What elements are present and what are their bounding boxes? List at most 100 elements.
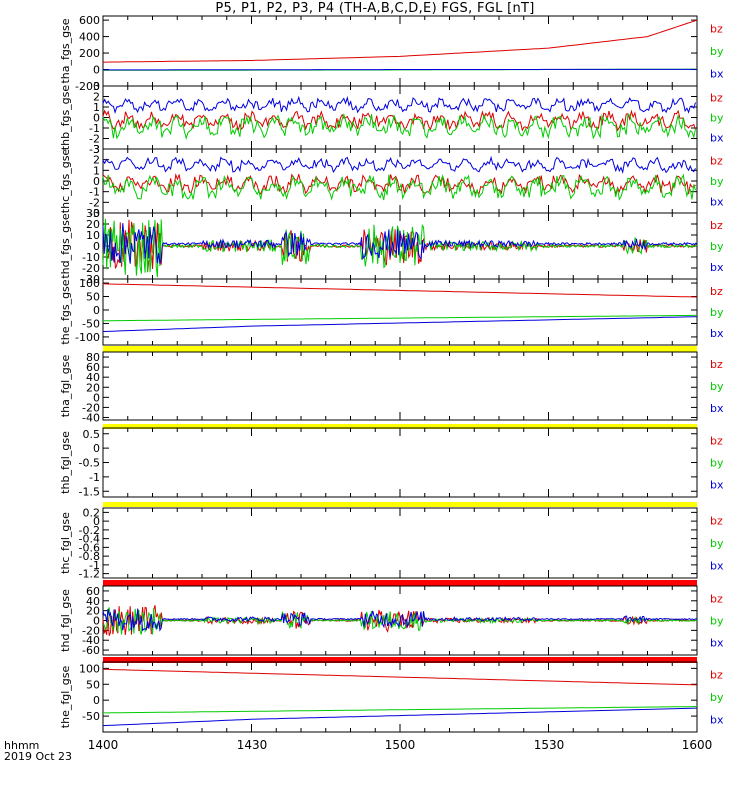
y-tick-label: -50 [82,317,100,330]
y-tick-label: 60 [86,361,100,374]
data-quality-flag-bar [103,424,697,429]
plot-title: P5, P1, P2, P3, P4 (TH-A,B,C,D,E) FGS, F… [215,1,535,16]
y-tick-label: -1.2 [79,568,100,581]
y-tick-label: 0 [93,304,100,317]
y-tick-label: -10 [82,251,100,264]
series-line-bx [102,707,698,727]
y-tick-label: 40 [86,371,100,384]
legend-label-by: by [710,240,724,253]
x-tick-label: 1500 [384,738,416,752]
panel-frame [102,351,698,421]
legend-label-bz: bz [710,515,723,528]
y-tick-label: -3 [89,207,100,220]
legend-label-by: by [710,45,724,58]
y-tick-label: 50 [86,291,100,304]
y-tick-label: -1.5 [79,485,100,498]
series-line-bx [102,608,698,632]
legend-label-bx: bx [710,327,724,340]
legend-label-bz: bz [710,285,723,298]
y-tick-label: -2 [89,196,100,209]
series-line-bx [103,68,697,71]
y-tick-label: 10 [86,229,100,242]
x-tick-label: 1430 [236,738,268,752]
data-quality-flag-bar [103,346,697,352]
time-format-label: hhmm [4,739,40,752]
y-tick-label: -1 [89,471,100,484]
y-tick-label: 0 [93,64,100,77]
legend-label-bz: bz [710,23,723,36]
legend-label-bz: bz [710,358,723,371]
y-axis-label: thd_fgs_gse [59,213,72,279]
y-axis-label: thd_fgl_gse [59,589,72,652]
series-line-bx [102,95,696,115]
legend-label-by: by [710,306,724,319]
y-tick-label: 60 [86,585,100,598]
y-tick-label: 100 [79,277,100,290]
legend-label-bz: bz [710,219,723,232]
series-line-bx [102,155,696,174]
y-tick-label: 20 [86,605,100,618]
x-tick-label: 1600 [681,738,713,752]
legend-label-bx: bx [710,637,724,650]
series-line-by [102,113,696,140]
series-line-bz [102,668,698,686]
legend-label-bx: bx [710,479,724,492]
series-line-by [103,607,698,635]
y-tick-label: 50 [86,678,100,691]
y-tick-label: -1 [89,122,100,135]
y-tick-label: 0.2 [83,506,101,519]
panel-frame [102,427,698,498]
y-tick-label: -1 [89,559,100,572]
series-line-bx [102,316,698,332]
y-axis-label: thb_fgl_gse [59,431,72,494]
y-tick-label: -1 [89,186,100,199]
y-axis-label: thb_fgs_gse [59,85,72,151]
y-tick-label: -20 [82,262,100,275]
y-tick-label: 3 [93,143,100,156]
y-tick-label: 2 [93,154,100,167]
y-axis-label: thc_fgs_gse [59,149,72,214]
legend-label-by: by [710,112,724,125]
legend-label-bz: bz [710,155,723,168]
y-tick-label: -2 [89,133,100,146]
legend-label-bx: bx [710,713,724,726]
y-axis-label: thc_fgl_gse [59,512,72,574]
y-tick-label: -0.4 [79,533,100,546]
y-tick-label: -100 [75,331,100,344]
series-line-bx [102,223,698,264]
y-tick-label: -0.2 [79,524,100,537]
legend-label-bx: bx [710,402,724,415]
series-line-by [102,173,696,201]
y-tick-label: 0 [93,391,100,404]
data-quality-flag-bar [103,657,697,663]
y-axis-label: tha_fgl_gse [59,355,72,418]
y-tick-label: -60 [82,644,100,657]
legend-label-by: by [710,380,724,393]
date-label: 2019 Oct 23 [4,750,73,763]
y-axis-label: the_fgl_gse [59,666,72,729]
y-tick-label: 80 [86,351,100,364]
legend-label-by: by [710,537,724,550]
data-quality-flag-bar [103,580,697,586]
y-tick-label: -200 [75,80,100,93]
legend-label-bx: bx [710,559,724,572]
y-tick-label: 1 [93,164,100,177]
y-tick-label: 30 [86,207,100,220]
y-tick-label: 0 [93,615,100,628]
panel-frame [102,278,698,346]
series-line-bz [103,19,698,63]
legend-label-bx: bx [710,132,724,145]
y-tick-label: -20 [82,401,100,414]
legend-label-bx: bx [710,195,724,208]
legend-label-bz: bz [710,91,723,104]
panel-frame [102,15,698,87]
y-tick-label: 0 [93,240,100,253]
y-tick-label: 100 [79,662,100,675]
legend-label-by: by [710,175,724,188]
y-tick-label: 400 [79,31,100,44]
x-tick-label: 1530 [533,738,565,752]
y-tick-label: -0.8 [79,550,100,563]
legend-label-bz: bz [710,669,723,682]
